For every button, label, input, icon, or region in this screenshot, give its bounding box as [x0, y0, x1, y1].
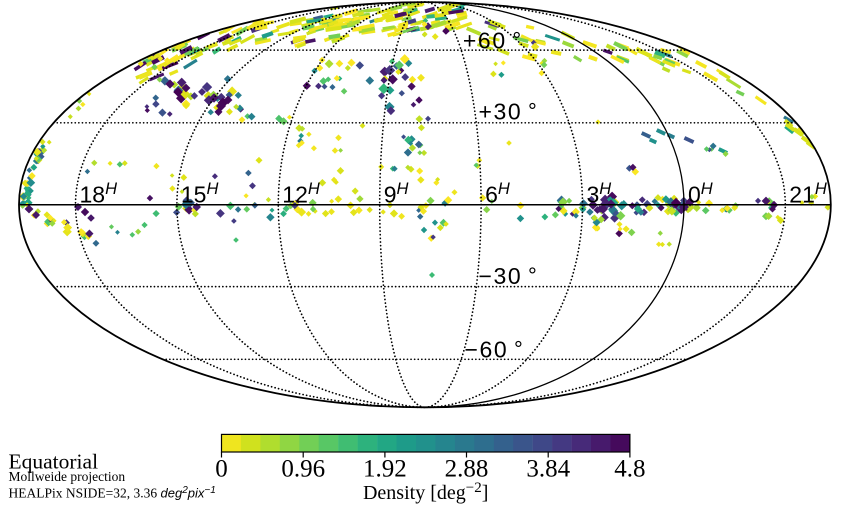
svg-text:Mollweide projection: Mollweide projection	[9, 469, 126, 484]
svg-text:°: °	[514, 336, 523, 361]
svg-text:18H: 18H	[80, 180, 118, 208]
svg-text:1.92: 1.92	[363, 456, 407, 483]
svg-text:HEALPix NSIDE=32, 3.36 deg2pix: HEALPix NSIDE=32, 3.36 deg2pix−1	[9, 485, 216, 501]
svg-text:0H: 0H	[688, 180, 713, 208]
svg-text:0.96: 0.96	[281, 456, 325, 483]
svg-text:21H: 21H	[789, 180, 827, 208]
svg-text:3.84: 3.84	[526, 456, 570, 483]
svg-text:4.8: 4.8	[614, 456, 645, 483]
svg-text:Equatorial: Equatorial	[9, 450, 99, 474]
svg-text:°: °	[528, 98, 537, 123]
svg-text:0: 0	[215, 456, 228, 483]
svg-text:°: °	[528, 263, 537, 288]
svg-text:−60: −60	[465, 336, 509, 362]
svg-text:+60: +60	[463, 28, 507, 54]
svg-text:°: °	[512, 28, 521, 53]
svg-text:6H: 6H	[485, 180, 510, 208]
svg-text:+30: +30	[479, 98, 523, 124]
svg-text:−30: −30	[479, 263, 523, 289]
svg-text:2.88: 2.88	[445, 456, 489, 483]
